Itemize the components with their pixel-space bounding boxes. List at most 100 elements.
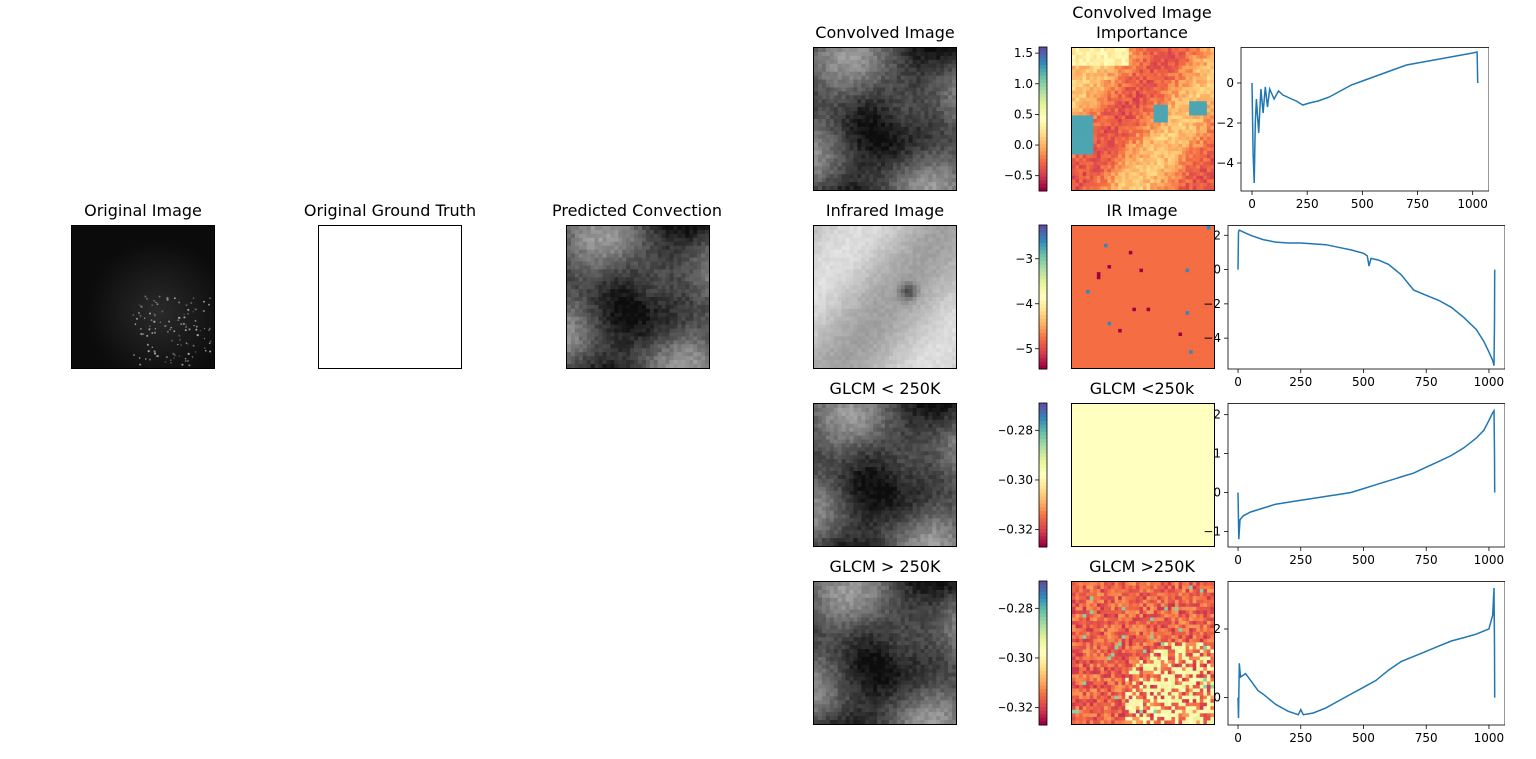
colorbar-segment [1039, 689, 1047, 694]
y-tick-label: −4 [1216, 156, 1234, 170]
y-tick-label: 2 [1213, 622, 1221, 636]
colorbar-segment [1039, 340, 1047, 345]
colorbar-segment [1039, 54, 1047, 59]
colorbar: 1.5 1.0 0.5 0.0 −0.5 [1004, 46, 1048, 192]
x-tick-label: 1000 [1474, 553, 1505, 567]
x-tick-label: 1000 [1474, 375, 1505, 389]
line-chart: 0 250 500 750 1000 2 0 [1213, 581, 1505, 745]
colorbar-segment [1039, 613, 1047, 618]
row-image [813, 47, 957, 191]
line-chart: 0 250 500 750 1000 2 1 0 −1 [1203, 403, 1505, 567]
original-image-texture [72, 226, 214, 368]
colorbar-segment [1039, 86, 1047, 91]
colorbar-frame [1038, 402, 1048, 548]
y-tick-label: 0 [1213, 691, 1221, 705]
colorbar-segment [1039, 271, 1047, 276]
colorbar-segment [1039, 493, 1047, 498]
colorbar-segment [1039, 183, 1047, 188]
colorbar-segment [1039, 624, 1047, 629]
colorbar-tick-label: −0.30 [999, 651, 1033, 665]
row-image [813, 581, 957, 725]
plot-frame [1227, 403, 1505, 548]
colorbar-segment [1039, 158, 1047, 163]
colorbar-segment [1039, 137, 1047, 142]
colorbar-segment [1039, 518, 1047, 523]
colorbar-segment [1039, 151, 1047, 156]
plot-frame [1227, 581, 1505, 726]
y-tick-label: 0 [1213, 263, 1221, 277]
colorbar-tick-label: 0.5 [1014, 107, 1033, 121]
colorbar-segment [1039, 475, 1047, 480]
line-chart: 0 250 500 750 1000 0 −2 −4 [1216, 47, 1489, 211]
colorbar-segment [1039, 453, 1047, 458]
colorbar-segment [1039, 620, 1047, 625]
colorbar-segment [1039, 431, 1047, 436]
colorbar-segment [1039, 588, 1047, 593]
plot-frame [1227, 225, 1505, 370]
colorbar-segment [1039, 93, 1047, 98]
colorbar-segment [1039, 333, 1047, 338]
x-tick-label: 1000 [1457, 197, 1488, 211]
colorbar-segment [1039, 235, 1047, 240]
line-chart: 0 250 500 750 1000 2 0 −2 −4 [1203, 225, 1505, 389]
series-line [1237, 408, 1496, 540]
colorbar-segment [1039, 521, 1047, 526]
colorbar-segment [1039, 65, 1047, 70]
colorbar-segment [1039, 315, 1047, 320]
colorbar-segment [1039, 300, 1047, 305]
colorbar-segment [1039, 264, 1047, 269]
importance-title: Convolved Image Importance [1042, 3, 1242, 43]
colorbar-segment [1039, 347, 1047, 352]
colorbar-segment [1039, 681, 1047, 686]
importance-heatmap [1071, 403, 1215, 547]
colorbar-segment [1039, 286, 1047, 291]
colorbar-segment [1039, 471, 1047, 476]
colorbar-segment [1039, 289, 1047, 294]
colorbar-tick-label: −0.5 [1004, 169, 1033, 183]
y-tick-label: −4 [1203, 331, 1221, 345]
x-tick-label: 0 [1234, 375, 1242, 389]
colorbar-segment [1039, 282, 1047, 287]
colorbar-segment [1039, 173, 1047, 178]
colorbar-segment [1039, 645, 1047, 650]
colorbar-segment [1039, 536, 1047, 541]
colorbar-segment [1039, 642, 1047, 647]
series-line [1237, 587, 1496, 719]
colorbar-tick-label: 1.0 [1014, 77, 1033, 91]
importance-title-line: Importance [1096, 23, 1188, 42]
colorbar-segment [1039, 707, 1047, 712]
colorbar-segment [1039, 90, 1047, 95]
colorbar-segment [1039, 307, 1047, 312]
colorbar-segment [1039, 72, 1047, 77]
colorbar-segment [1039, 671, 1047, 676]
colorbar-segment [1039, 180, 1047, 185]
colorbar-segment [1039, 699, 1047, 704]
ground-truth-image [318, 225, 462, 369]
colorbar-segment [1039, 83, 1047, 88]
y-tick-label: −2 [1216, 116, 1234, 130]
colorbar-segment [1039, 322, 1047, 327]
importance-title: GLCM <250k [1042, 379, 1242, 399]
colorbar-segment [1039, 228, 1047, 233]
colorbar-segment [1039, 703, 1047, 708]
colorbar-segment [1039, 584, 1047, 589]
importance-heatmap [1071, 225, 1215, 369]
colorbar-segment [1039, 365, 1047, 370]
colorbar-segment [1039, 467, 1047, 472]
colorbar-segment [1039, 61, 1047, 66]
colorbar-segment [1039, 243, 1047, 248]
colorbar-segment [1039, 663, 1047, 668]
colorbar-segment [1039, 75, 1047, 80]
series-line [1251, 51, 1479, 184]
importance-title: IR Image [1042, 201, 1242, 221]
x-tick-label: 250 [1296, 197, 1319, 211]
colorbar-segment [1039, 225, 1047, 230]
predicted-convection-image [566, 225, 710, 369]
x-tick-label: 250 [1289, 731, 1312, 745]
colorbar-segment [1039, 115, 1047, 120]
colorbar-segment [1039, 169, 1047, 174]
colorbar-segment [1039, 250, 1047, 255]
colorbar-segment [1039, 500, 1047, 505]
colorbar-segment [1039, 525, 1047, 530]
colorbar-segment [1039, 133, 1047, 138]
